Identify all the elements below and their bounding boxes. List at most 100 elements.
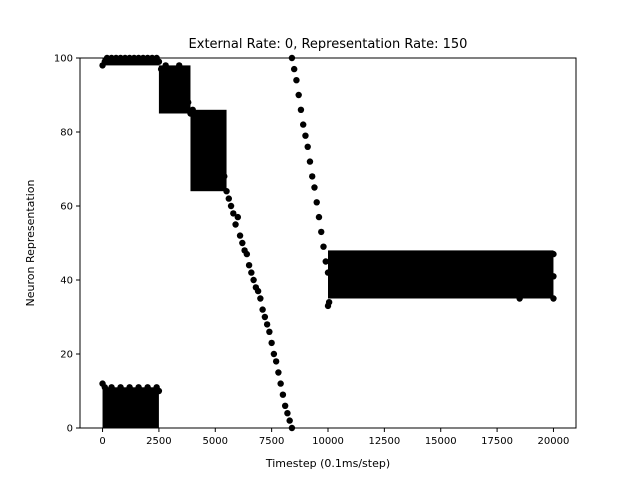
data-point (239, 239, 246, 247)
data-point (146, 395, 154, 402)
x-tick-label: 2500 (146, 436, 171, 447)
y-axis-label: Neuron Representation (24, 179, 37, 306)
data-point (279, 391, 287, 398)
data-point (214, 165, 221, 173)
data-point (243, 250, 251, 258)
data-point (318, 228, 325, 236)
data-point (189, 106, 196, 114)
data-point (365, 258, 372, 265)
data-point (212, 154, 219, 162)
data-point (297, 106, 305, 114)
data-point (205, 147, 212, 154)
x-tick-label: 15000 (425, 436, 457, 447)
data-point (207, 139, 214, 147)
data-point (306, 158, 314, 165)
data-point (162, 62, 169, 69)
data-point (135, 384, 142, 391)
data-point (263, 321, 271, 328)
data-point (351, 276, 359, 284)
data-point (290, 65, 298, 73)
data-point (160, 99, 167, 106)
x-tick-label: 5000 (203, 436, 228, 447)
data-point (309, 173, 316, 180)
data-point (196, 110, 203, 117)
x-tick-label: 20000 (538, 436, 570, 447)
data-point (119, 398, 127, 406)
data-point (106, 391, 113, 398)
y-tick-label: 100 (54, 54, 73, 65)
data-point (157, 65, 165, 73)
data-point (347, 269, 354, 276)
data-point (324, 302, 332, 310)
data-point (482, 250, 490, 258)
data-point (225, 195, 232, 202)
data-point (550, 250, 557, 258)
y-axis: 0 20 40 60 80 100 (54, 54, 80, 435)
data-point (198, 143, 205, 150)
data-point (336, 254, 343, 261)
data-point (448, 291, 456, 298)
data-point (268, 339, 275, 347)
data-point (216, 158, 223, 165)
data-point (155, 387, 163, 395)
x-tick-label: 0 (99, 436, 105, 447)
data-point (161, 73, 168, 80)
data-point (322, 258, 329, 265)
x-tick-label: 7500 (259, 436, 284, 447)
data-point (117, 384, 124, 391)
x-tick-label: 17500 (481, 436, 513, 447)
data-point (381, 273, 388, 280)
y-tick-label: 60 (60, 202, 73, 213)
data-point (270, 350, 278, 358)
plot-area (99, 54, 557, 432)
data-point (505, 265, 512, 273)
data-point (203, 114, 210, 121)
data-point (313, 199, 320, 206)
data-point (320, 243, 327, 250)
data-point (550, 273, 557, 280)
data-point (115, 391, 122, 398)
data-point (137, 398, 145, 406)
data-point (169, 65, 176, 73)
data-point (144, 384, 151, 391)
data-point (516, 295, 523, 302)
data-point (358, 284, 366, 291)
data-point (437, 254, 444, 261)
data-point (126, 384, 133, 391)
data-point (261, 313, 269, 321)
data-point (191, 121, 199, 128)
y-tick-label: 40 (60, 276, 73, 287)
x-tick-label: 12500 (368, 436, 400, 447)
data-point (257, 295, 264, 302)
chart-title: External Rate: 0, Representation Rate: 1… (189, 37, 468, 52)
data-point (128, 395, 136, 402)
data-point (180, 80, 187, 88)
y-tick-label: 20 (60, 350, 73, 361)
data-point (527, 254, 535, 261)
data-point (159, 84, 166, 91)
data-point (185, 99, 192, 106)
data-point (155, 58, 163, 65)
data-point (302, 132, 309, 139)
data-point (230, 210, 237, 217)
data-point (200, 128, 208, 136)
data-point (142, 391, 149, 398)
data-point (164, 80, 172, 88)
data-point (471, 276, 478, 284)
data-point (171, 77, 178, 84)
data-point (329, 250, 336, 258)
data-point (173, 88, 181, 95)
data-point (493, 287, 501, 295)
data-point (218, 180, 226, 187)
data-point (300, 121, 307, 128)
data-point (194, 132, 201, 139)
data-point (110, 395, 118, 402)
data-point (426, 280, 433, 287)
data-point (550, 295, 557, 302)
data-point (286, 417, 293, 424)
data-point (324, 269, 332, 276)
data-point (221, 173, 228, 180)
data-point (166, 91, 174, 99)
data-point (133, 391, 140, 398)
